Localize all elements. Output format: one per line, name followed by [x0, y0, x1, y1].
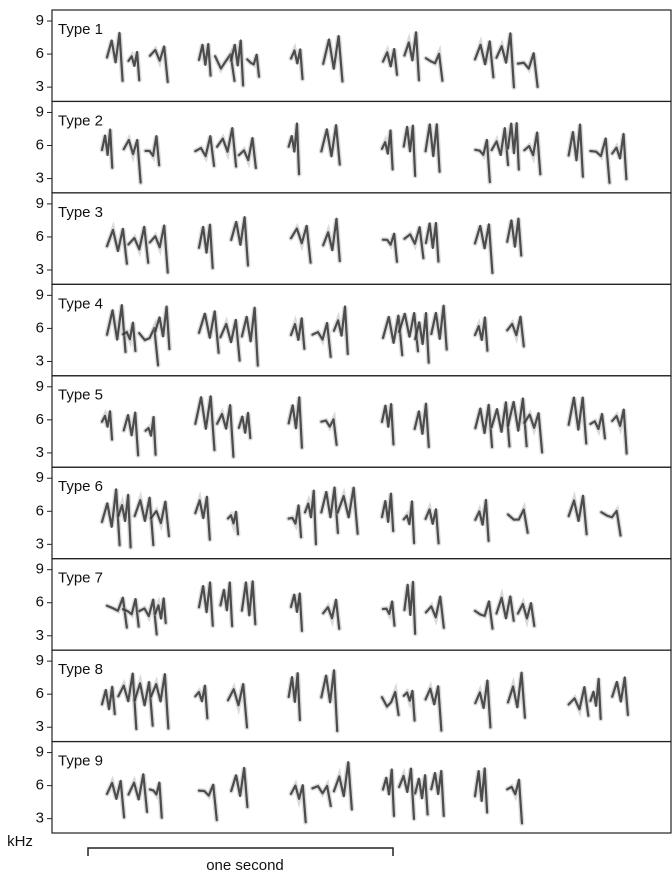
- scale-bar: [88, 848, 393, 856]
- y-tick-label: 9: [36, 652, 44, 669]
- y-tick-label: 6: [36, 228, 44, 245]
- panel-label: Type 2: [58, 112, 103, 129]
- panel-label: Type 5: [58, 387, 103, 404]
- sonogram: [107, 217, 521, 273]
- y-tick-label: 3: [36, 352, 44, 369]
- unit-label: kHz: [7, 833, 33, 850]
- y-tick-label: 3: [36, 261, 44, 278]
- sonogram: [107, 32, 538, 87]
- sonogram: [107, 762, 522, 823]
- panel-frame: [52, 284, 671, 375]
- sonogram: [102, 123, 626, 183]
- panel-label: Type 6: [58, 478, 103, 495]
- scale-label: one second: [206, 857, 284, 874]
- y-tick-label: 9: [36, 286, 44, 303]
- sonogram: [107, 581, 534, 634]
- y-tick-label: 6: [36, 411, 44, 428]
- y-tick-label: 6: [36, 777, 44, 794]
- y-tick-label: 3: [36, 627, 44, 644]
- panel-label: Type 7: [58, 570, 103, 587]
- sonogram: [102, 396, 627, 456]
- y-tick-label: 6: [36, 45, 44, 62]
- panel-frame: [52, 10, 671, 101]
- panel-label: Type 4: [58, 295, 103, 312]
- y-tick-label: 9: [36, 103, 44, 120]
- y-tick-label: 3: [36, 170, 44, 187]
- y-tick-label: 6: [36, 685, 44, 702]
- panel-label: Type 3: [58, 204, 103, 221]
- y-tick-label: 3: [36, 810, 44, 827]
- panel-label: Type 8: [58, 661, 103, 678]
- y-tick-label: 9: [36, 744, 44, 761]
- y-tick-label: 9: [36, 378, 44, 395]
- y-tick-label: 3: [36, 718, 44, 735]
- y-tick-label: 9: [36, 12, 44, 29]
- scale-line: [88, 848, 393, 856]
- y-tick-label: 3: [36, 535, 44, 552]
- y-tick-label: 6: [36, 502, 44, 519]
- panel-frame: [52, 559, 671, 650]
- sonogram: [107, 305, 524, 366]
- y-tick-label: 6: [36, 319, 44, 336]
- panel-label: Type 9: [58, 753, 103, 770]
- sonogram: [102, 670, 628, 731]
- figure: kHz one second Type 1 9 6 3 Type 2 9 6 3 Type 3 9…: [0, 0, 672, 875]
- y-tick-label: 3: [36, 78, 44, 95]
- y-tick-label: 3: [36, 444, 44, 461]
- y-tick-label: 6: [36, 594, 44, 611]
- y-tick-label: 9: [36, 561, 44, 578]
- panel-label: Type 1: [58, 21, 103, 38]
- y-tick-label: 9: [36, 195, 44, 212]
- y-tick-label: 9: [36, 469, 44, 486]
- sonogram: [102, 487, 621, 547]
- y-tick-label: 6: [36, 136, 44, 153]
